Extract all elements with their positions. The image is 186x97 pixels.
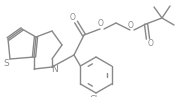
Text: S: S (3, 58, 9, 68)
Text: N: N (51, 65, 57, 74)
Text: O: O (98, 19, 104, 29)
Text: O: O (70, 13, 76, 23)
Text: O: O (148, 39, 154, 48)
Text: Cl: Cl (90, 94, 98, 97)
Text: O: O (128, 20, 134, 29)
